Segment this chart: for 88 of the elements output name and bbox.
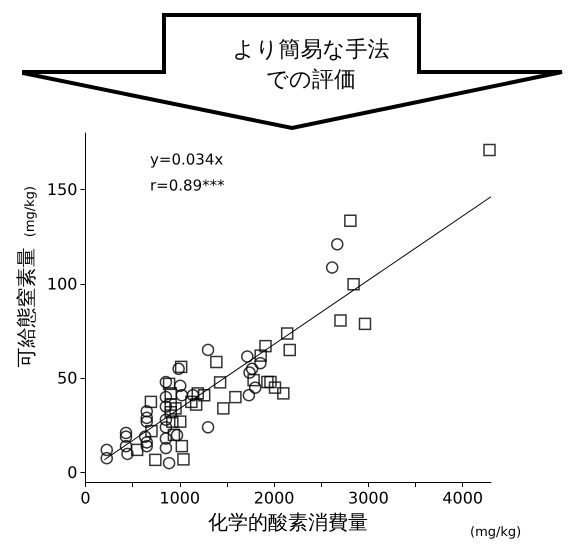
point [248,381,262,394]
text: (mg/kg) [470,525,522,540]
point [100,452,114,464]
point [140,440,153,452]
point [246,362,258,376]
point [160,390,172,404]
y-tick-label: 50 [57,368,78,388]
annotation: r=0.89*** [150,176,226,194]
point [202,421,214,434]
point [160,400,172,413]
point [162,378,176,390]
point [177,453,190,466]
point [202,344,214,356]
point [331,238,344,251]
point [185,396,198,408]
point [120,426,132,440]
point [283,344,296,356]
point [214,376,226,389]
point [170,428,184,442]
y-axis-title: 可給態窒素量 [14,248,38,368]
point [162,456,176,470]
point [254,349,267,362]
point [169,402,182,415]
point [172,362,185,376]
point [259,340,272,352]
y-tick-label: 150 [46,180,78,200]
point [140,412,153,424]
point [261,376,274,388]
point [166,415,179,428]
point [160,421,172,434]
x-tick-label: 2000 [254,488,294,508]
point [242,388,256,402]
point [217,402,230,415]
x-axis-title: 化学的酸素消費量 [208,510,368,534]
point [164,406,177,418]
point [483,144,496,156]
annotation: y=0.034x [150,150,224,168]
point [358,318,372,330]
point [174,360,188,374]
point [326,261,338,274]
x-tick-label: 4000 [442,488,484,508]
point [176,440,188,452]
point [176,388,188,402]
point [280,327,294,340]
point [268,381,282,394]
point [149,454,162,466]
chart-title: より簡易な手法での評価 [232,38,390,92]
point [140,436,153,449]
point [247,374,260,386]
y-tick-label: 100 [46,274,78,294]
x-tick-label: 1000 [159,488,200,508]
point [144,396,158,408]
point [174,380,186,392]
point [145,424,158,438]
point [229,390,242,404]
point [140,405,153,418]
point [344,214,357,227]
point [160,442,172,454]
text: (mg/kg) [23,186,38,238]
point [140,415,153,428]
point [241,350,254,363]
point [210,356,223,368]
y-tick-label: 0 [67,463,78,482]
point [100,444,114,456]
point [264,376,277,388]
point [254,356,267,370]
point [277,387,290,400]
x-tick-label: 3000 [348,488,389,508]
point [121,448,134,460]
point [174,415,186,428]
point [168,428,180,442]
point [190,398,202,411]
point [120,430,132,443]
point [160,414,172,426]
point [130,444,144,456]
point [160,376,172,388]
point [160,432,172,445]
point [198,388,210,402]
point [243,366,256,379]
point [120,440,132,452]
point [192,387,204,400]
point [186,388,200,402]
point [164,398,177,411]
point [334,314,347,327]
point [164,387,177,400]
point [138,430,152,443]
point [347,278,360,291]
x-tick-label: 0 [80,488,91,508]
